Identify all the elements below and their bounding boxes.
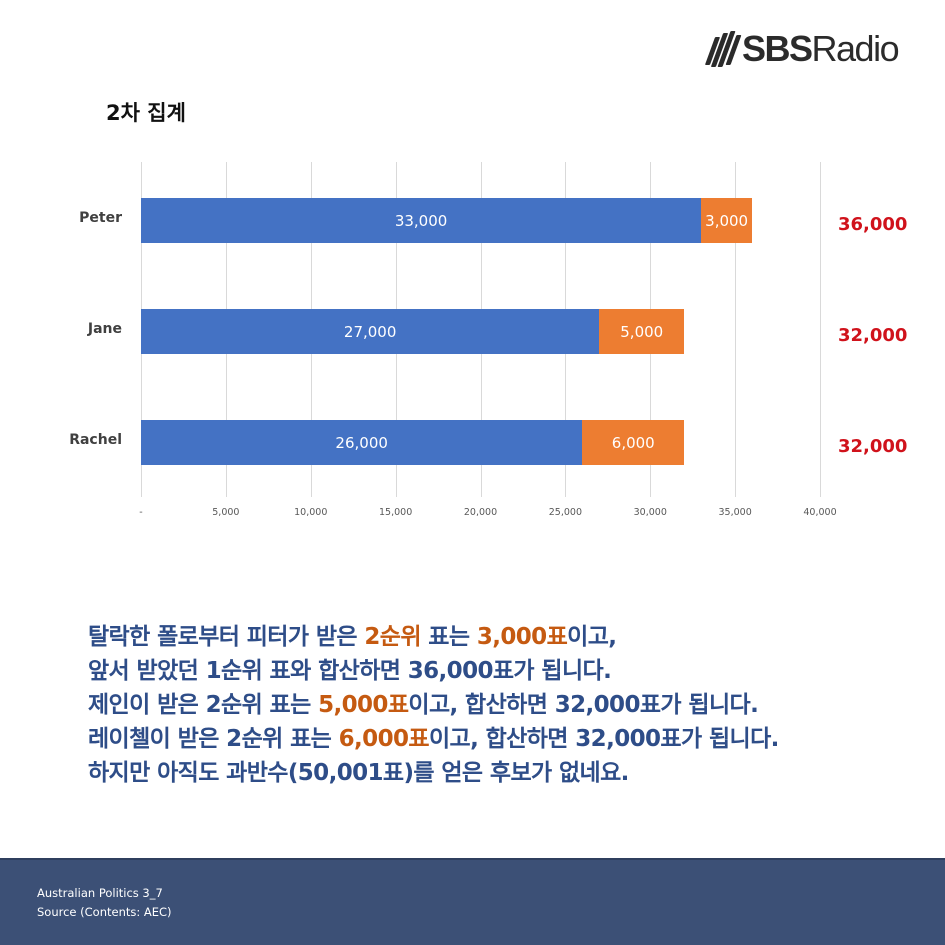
gridline xyxy=(735,162,737,497)
bar-first-preference: 33,000 xyxy=(141,198,702,243)
footer-series-title: Australian Politics 3_7 xyxy=(37,886,163,900)
x-tick-label: 20,000 xyxy=(463,507,498,518)
x-tick-label: - xyxy=(139,507,143,518)
footer-source: Source (Contents: AEC) xyxy=(37,905,172,919)
total-label: 32,000 xyxy=(838,325,908,346)
total-label: 32,000 xyxy=(838,436,908,457)
footer-bar: Australian Politics 3_7 Source (Contents… xyxy=(0,858,945,945)
gridline xyxy=(820,162,821,497)
category-label: Rachel xyxy=(69,432,122,448)
total-label: 36,000 xyxy=(838,214,908,235)
sbs-logo-icon xyxy=(704,27,742,71)
bar-second-preference: 5,000 xyxy=(599,309,685,354)
caption-line-2: 앞서 받았던 1순위 표와 합산하면 36,000표가 됩니다. xyxy=(88,658,612,684)
bar-first-preference: 27,000 xyxy=(141,309,600,354)
explanation-text: 탈락한 폴로부터 피터가 받은 2순위 표는 3,000표이고, 앞서 받았던 … xyxy=(88,620,779,790)
chart-title: 2차 집계 xyxy=(106,101,186,125)
x-tick-label: 10,000 xyxy=(294,507,328,518)
caption-line-1: 탈락한 폴로부터 피터가 받은 2순위 표는 3,000표이고, xyxy=(88,624,617,650)
x-tick-label: 30,000 xyxy=(633,507,667,518)
bar-second-preference: 6,000 xyxy=(582,420,685,465)
x-tick-label: 40,000 xyxy=(803,507,837,518)
bar-second-preference: 3,000 xyxy=(701,198,753,243)
sbs-radio-logo: SBSRadio xyxy=(704,24,914,74)
logo-wordmark: SBSRadio xyxy=(742,28,900,69)
category-label: Jane xyxy=(87,321,122,337)
x-tick-label: 25,000 xyxy=(548,507,582,518)
bar-first-preference: 26,000 xyxy=(141,420,583,465)
category-label: Peter xyxy=(79,210,122,226)
x-tick-label: 15,000 xyxy=(379,507,413,518)
caption-line-3: 제인이 받은 2순위 표는 5,000표이고, 합산하면 32,000표가 됩니… xyxy=(88,692,759,718)
caption-line-4: 레이첼이 받은 2순위 표는 6,000표이고, 합산하면 32,000표가 됩… xyxy=(88,726,779,752)
x-tick-label: 35,000 xyxy=(718,507,752,518)
caption-line-5: 하지만 아직도 과반수(50,001표)를 얻은 후보가 없네요. xyxy=(88,760,629,786)
x-tick-label: 5,000 xyxy=(212,507,240,518)
